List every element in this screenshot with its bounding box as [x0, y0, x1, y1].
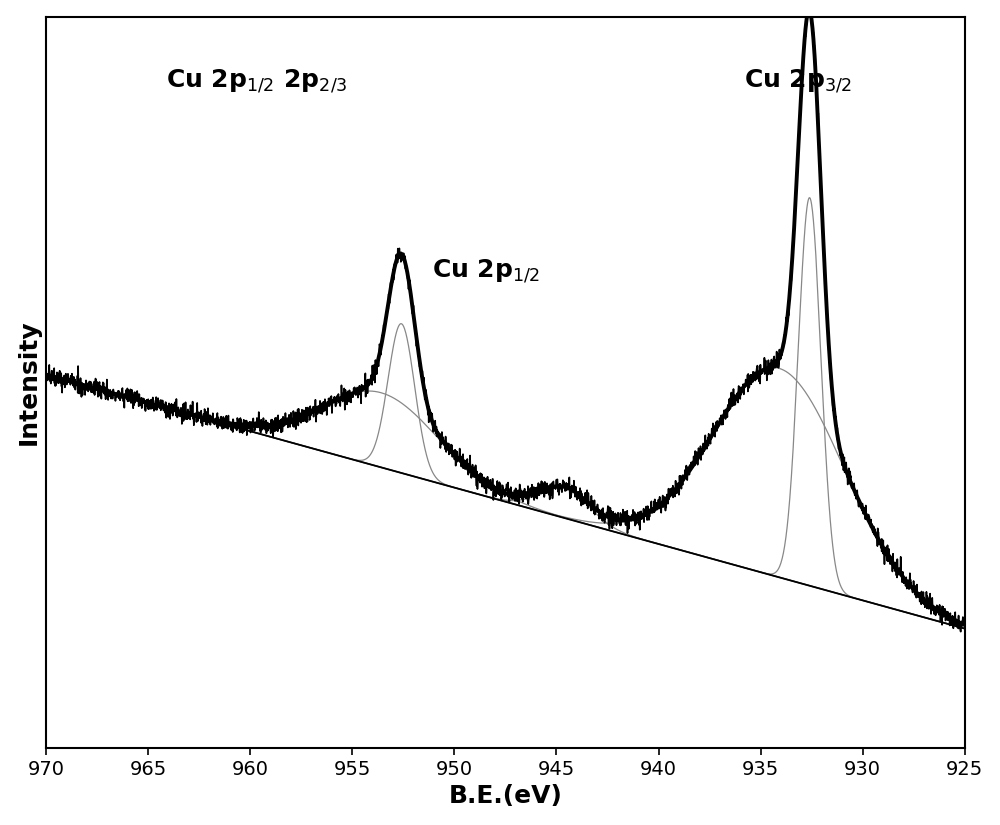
Text: Cu 2p$_{1/2}$: Cu 2p$_{1/2}$: [432, 258, 540, 285]
Y-axis label: Intensity: Intensity: [17, 319, 41, 446]
Text: Cu 2p$_{1/2}$ 2p$_{2/3}$: Cu 2p$_{1/2}$ 2p$_{2/3}$: [166, 68, 347, 95]
X-axis label: B.E.(eV): B.E.(eV): [449, 785, 562, 808]
Text: Cu 2p$_{3/2}$: Cu 2p$_{3/2}$: [744, 68, 852, 95]
